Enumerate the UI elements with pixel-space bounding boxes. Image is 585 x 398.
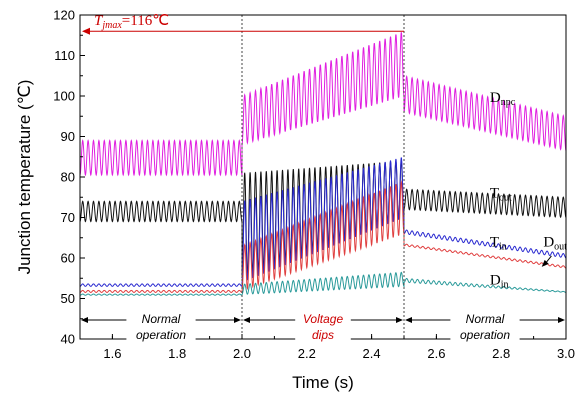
- phase-label-backdrop: [295, 309, 351, 344]
- y-tick-label: 90: [61, 129, 75, 144]
- phase-arrow-head-left: [243, 316, 250, 323]
- x-tick-label: 2.6: [427, 346, 445, 361]
- series-line-d-npc: [80, 32, 566, 177]
- phase-label-group: Normal operation: [405, 309, 565, 344]
- y-tick-label: 110: [54, 48, 75, 63]
- phase-arrow-head-left: [81, 316, 88, 323]
- phase-arrow-head-left: [405, 316, 412, 323]
- series-line-t-in: [80, 157, 566, 287]
- phase-label-line1: Voltage: [303, 312, 344, 326]
- phase-label-backdrop: [450, 309, 520, 344]
- phase-label-line1: Normal: [466, 312, 505, 326]
- x-tick-label: 2.0: [233, 346, 251, 361]
- phase-dividers: [241, 15, 405, 339]
- x-tick-label: 2.8: [492, 346, 510, 361]
- y-tick-label: 80: [61, 170, 75, 185]
- phase-label-line1: Normal: [142, 312, 181, 326]
- phase-arrow-head-right: [396, 316, 403, 323]
- x-tick-label: 1.6: [103, 346, 121, 361]
- tjmax-arrow-head: [82, 27, 90, 35]
- series-label-d-in: Din: [490, 272, 509, 290]
- dout-pointer-head: [541, 259, 549, 267]
- phase-arrow-head-right: [234, 316, 241, 323]
- annotations: Tjmax=116℃ Normal operation Voltage dips Norm…: [81, 13, 567, 344]
- series-line-d-out: [80, 180, 566, 294]
- x-tick-label: 3.0: [557, 346, 575, 361]
- y-axis-title: Junction temperature (℃): [15, 80, 34, 275]
- phase-label-group: Voltage dips: [243, 309, 403, 344]
- phase-label-line2: operation: [136, 328, 186, 342]
- x-tick-label: 2.4: [363, 346, 381, 361]
- y-tick-label: 60: [61, 251, 75, 266]
- y-tick-label: 40: [61, 332, 75, 347]
- series-label-t-out: Tout: [490, 185, 512, 203]
- tjmax-label: Tjmax=116℃: [94, 13, 169, 31]
- y-tick-label: 70: [61, 210, 75, 225]
- phase-label-line2: operation: [460, 328, 510, 342]
- phase-label-line2: dips: [312, 328, 334, 342]
- x-tick-label: 2.2: [298, 346, 316, 361]
- x-axis-title: Time (s): [292, 373, 354, 392]
- phase-label-group: Normal operation: [81, 309, 241, 344]
- series-label-d-out: Dout: [543, 235, 567, 253]
- y-tick-label: 100: [53, 89, 75, 104]
- series-label-d-npc: Dnpc: [490, 90, 516, 108]
- series-layer: [80, 32, 566, 296]
- axis-ticks: 1.6 1.8 2.0 2.2 2.4 2.6 2.8 3.0 40 50 60 70 80 90 100 1…: [53, 8, 575, 362]
- tjmax-annotation: Tjmax=116℃: [82, 13, 404, 35]
- series-line-d-in: [80, 271, 566, 296]
- y-tick-label: 50: [61, 291, 75, 306]
- dout-pointer: [541, 255, 552, 267]
- series-label-t-in: Tin: [490, 235, 507, 253]
- x-tick-label: 1.8: [168, 346, 186, 361]
- phase-arrow-head-right: [558, 316, 565, 323]
- phase-label-backdrop: [126, 309, 196, 344]
- y-tick-label: 120: [53, 8, 75, 23]
